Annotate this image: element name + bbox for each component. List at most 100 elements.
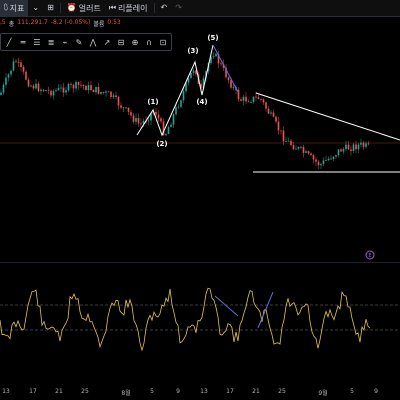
- candle-body: [210, 56, 212, 64]
- event-marker-icon[interactable]: [365, 250, 375, 260]
- indicators-button[interactable]: ⩇ 지표: [0, 0, 29, 16]
- candle-body: [90, 85, 92, 90]
- candle-body: [110, 91, 112, 97]
- pattern-icon[interactable]: ⋀: [89, 37, 97, 47]
- candle-body: [277, 121, 280, 131]
- candle-body: [297, 146, 300, 149]
- candle-body: [135, 117, 137, 122]
- candle-body: [115, 95, 117, 98]
- candle-body: [157, 114, 160, 119]
- candle-body: [245, 96, 247, 102]
- candle-body: [167, 127, 170, 135]
- channel-icon[interactable]: ≣: [47, 37, 55, 47]
- time-axis-label: 9월: [318, 390, 328, 397]
- candle-body: [357, 144, 360, 150]
- candle-body: [155, 111, 157, 115]
- legend-prefix: ,5: [0, 19, 6, 26]
- candle-body: [275, 116, 277, 122]
- candle-body: [247, 101, 250, 103]
- candle-body: [222, 64, 225, 68]
- brush-icon[interactable]: ⌁: [62, 37, 68, 47]
- candle-body: [302, 147, 305, 153]
- lock-icon[interactable]: ⊡: [159, 37, 167, 47]
- oscillator-line: [0, 287, 371, 352]
- candle-body: [60, 87, 62, 89]
- time-axis-label: 8월: [121, 390, 131, 397]
- trend-line-icon[interactable]: ╱: [6, 37, 12, 47]
- indicators-icon: ⩇: [4, 3, 8, 12]
- candle-body: [15, 61, 17, 63]
- wave-label: (3): [187, 47, 198, 55]
- time-axis-label: 13: [2, 388, 10, 395]
- toolbar-divider: [153, 3, 155, 13]
- candle-body: [325, 160, 327, 161]
- candle-body: [360, 142, 362, 145]
- candle-body: [362, 142, 365, 147]
- candle-body: [300, 146, 302, 148]
- candle-body: [10, 70, 12, 75]
- candle-body: [85, 85, 87, 91]
- candle-body: [55, 90, 57, 92]
- undo-button[interactable]: ↶: [157, 0, 172, 16]
- candle-body: [25, 71, 27, 80]
- prediction-icon[interactable]: ↗: [103, 37, 111, 47]
- grid-icon: ⊞: [47, 3, 54, 12]
- redo-button[interactable]: ↷: [171, 0, 186, 16]
- time-axis-label: 25: [81, 388, 89, 395]
- magnet-icon[interactable]: ∩: [146, 37, 152, 47]
- fib-icon[interactable]: ☰: [33, 37, 41, 47]
- candle-body: [102, 91, 105, 93]
- upper-triangle-line: [255, 92, 400, 141]
- layout-button[interactable]: ⊞: [43, 0, 58, 16]
- time-axis-label: 25: [278, 388, 286, 395]
- time-axis-label: 21: [252, 388, 260, 395]
- candle-body: [202, 78, 205, 89]
- more-menu-button[interactable]: ⌄: [28, 0, 43, 16]
- elliott-wave-line: [136, 44, 214, 137]
- drawing-toolbar: ╱ ═ ☰ ≣ ⌁ ✎ ⋀ ↗ ⊟ ⊕ ∩ ⊡: [0, 33, 172, 51]
- candle-body: [162, 121, 165, 136]
- candle-body: [122, 107, 125, 109]
- time-axis[interactable]: 13 17 21 25 8월 5 9 13 17 21 25 9월 5 9: [0, 384, 400, 400]
- candle-body: [40, 89, 42, 92]
- time-axis-label: 5: [150, 388, 154, 395]
- time-axis-label: 13: [200, 388, 208, 395]
- candle-body: [37, 83, 40, 92]
- candle-body: [77, 81, 80, 85]
- candle-body: [260, 99, 262, 100]
- alert-button[interactable]: ⏰ 얼러트: [63, 0, 105, 16]
- candle-body: [2, 84, 5, 93]
- candle-body: [195, 70, 197, 75]
- candle-body: [32, 85, 35, 89]
- candle-body: [285, 141, 287, 143]
- measure-icon[interactable]: ⊟: [117, 37, 125, 47]
- text-icon[interactable]: ✎: [75, 37, 83, 47]
- replay-button[interactable]: ⏮ 리플레이: [105, 0, 152, 16]
- candle-body: [337, 149, 340, 156]
- candle-body: [327, 158, 330, 161]
- wave-label: (4): [196, 98, 207, 106]
- pane-divider[interactable]: [0, 262, 400, 263]
- chevron-down-icon: ⌄: [32, 3, 40, 12]
- candle-body: [227, 77, 230, 81]
- candle-body: [185, 82, 187, 92]
- candle-body: [232, 87, 235, 88]
- candle-body: [180, 100, 182, 107]
- oscillator-divergence-lines: [214, 291, 274, 329]
- candle-body: [30, 85, 32, 87]
- candle-body: [330, 158, 332, 160]
- candle-body: [350, 149, 352, 151]
- candle-body: [87, 85, 90, 91]
- candle-body: [270, 112, 272, 114]
- wave-label: (1): [147, 98, 158, 106]
- candle-body: [365, 143, 367, 147]
- candle-body: [7, 74, 10, 78]
- drawing-overlay: (1) (2) (3) (4) (5): [136, 34, 400, 173]
- candle-body: [200, 83, 202, 89]
- candle-body: [290, 140, 292, 146]
- zoom-icon[interactable]: ⊕: [131, 37, 139, 47]
- wave-label: (2): [156, 140, 167, 148]
- alert-icon: ⏰: [66, 3, 77, 12]
- horizontal-line-icon[interactable]: ═: [20, 37, 26, 47]
